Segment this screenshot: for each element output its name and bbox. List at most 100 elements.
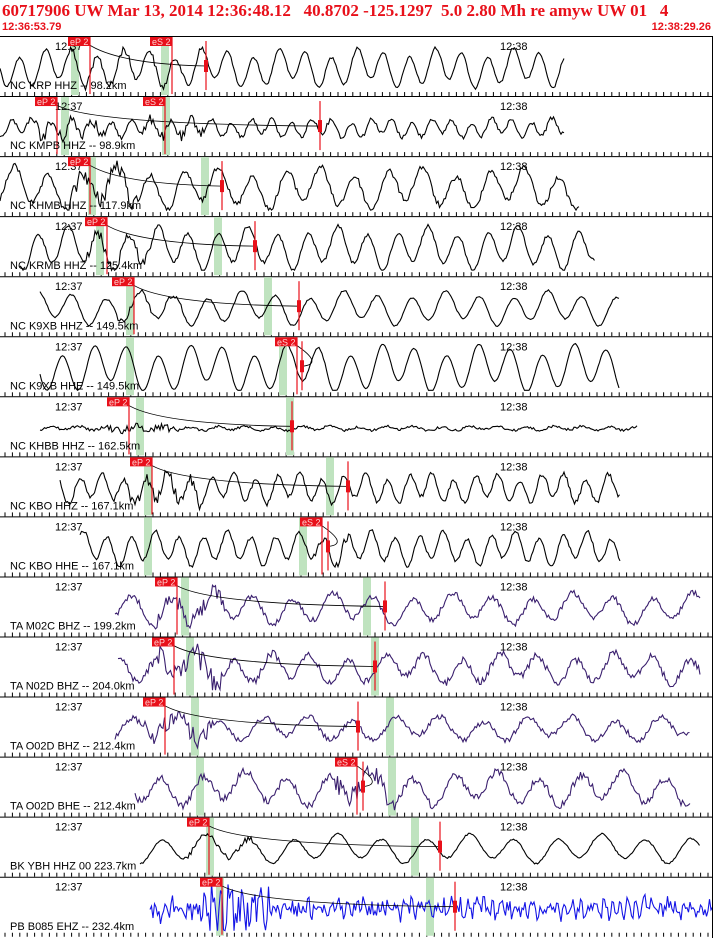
pick-marker-bar [220,180,224,193]
time-label-1238: 12:38 [500,822,528,834]
p-pick-box [200,877,222,887]
p-pick-box [143,697,165,707]
pick-window [388,757,396,816]
p-pick-box [155,577,177,587]
pick-marker-bar [438,840,442,853]
pick-window [214,217,222,276]
waveform [139,832,700,865]
station-label: PB B085 EHZ -- 232.4km [10,921,134,933]
pick-window [161,37,169,96]
s-pick-box [335,757,357,767]
station-label: TA M02C BHZ -- 199.2km [10,621,136,633]
time-label-1238: 12:38 [500,581,528,593]
trace-row: 12:37 12:38 eS 2 TA O02D BHE -- 212.4km [0,756,713,817]
p-pick-box [112,277,134,287]
time-label-1238: 12:38 [500,101,528,113]
pick-marker-bar [253,240,257,253]
s-pick-box [143,97,165,107]
pick-window [196,757,204,816]
arrival-curve [162,704,359,727]
time-label-1238: 12:38 [500,762,528,774]
time-label-1238: 12:38 [500,41,528,53]
waveform [0,45,565,92]
pick-window [126,277,134,336]
seismogram-panel: 12:37 12:38 eP 2 eS 2 NC KRP HHZ -- 98.2km 12… [0,36,713,938]
waveform [0,160,580,212]
station-label: NC KBO HHE -- 167.1km [10,560,134,572]
station-label: NC KHBB HHZ -- 162.5km [10,440,140,452]
station-label: NC KRP HHZ -- 98.2km [10,80,127,92]
station-label: NC K9XB HHZ -- 149.5km [10,320,138,332]
pick-marker-bar [373,660,377,673]
time-label-1237: 12:37 [55,882,83,894]
arrival-curve [54,103,321,127]
pick-window [206,817,214,876]
pick-window [299,517,307,576]
pick-marker-bar [204,60,208,72]
pick-marker-bar [383,600,387,613]
time-label-1238: 12:38 [500,642,528,654]
pick-window [181,577,189,636]
trace-row: 12:37 12:38 eP 2 NC KBO HHZ -- 167.1km [0,456,713,517]
time-label-1237: 12:37 [55,822,83,834]
pick-window [216,877,224,936]
pick-window [264,277,272,336]
p-pick-label: eP 2 [87,217,105,227]
arrival-curve [219,884,456,908]
p-pick-box [68,157,90,167]
p-pick-box [68,37,90,46]
arrival-curve [171,644,376,667]
station-label: NC KBO HHZ -- 167.1km [10,500,133,512]
waveform [39,288,620,327]
waveform [39,342,620,392]
pick-window [191,697,199,756]
pick-window [61,97,69,156]
station-label: NC KMPB HHZ -- 98.9km [10,140,135,152]
trace-row: 12:37 12:38 eP 2 BK YBH HHZ 00 223.7km [0,816,713,877]
pick-window [88,157,96,216]
pick-window [144,457,152,516]
start-time: 12:36:53.79 [2,21,62,33]
p-pick-label: eP 2 [114,277,132,287]
s-pick-box [275,337,297,347]
trace-row: 12:37 12:38 eP 2 TA M02C BHZ -- 199.2km [0,576,713,637]
p-pick-label: eP 2 [37,97,55,107]
arrival-curve [126,403,293,427]
pick-marker-bar [361,780,365,793]
p-pick-box [187,817,209,827]
waveform [79,529,621,569]
waveform [39,421,638,435]
waveform [0,114,565,144]
p-pick-label: eP 2 [154,638,172,648]
s-pick-box [300,517,322,527]
arrival-curve [319,524,338,547]
time-label-1237: 12:37 [55,101,83,113]
time-label-1238: 12:38 [500,281,528,293]
arrival-curve [354,764,373,787]
s-pick-label: eS 2 [337,758,356,768]
pick-window [186,637,194,696]
event-title: 60717906 UW Mar 13, 2014 12:36:48.12 40.… [2,1,669,20]
time-label-1237: 12:37 [55,521,83,533]
time-label-1237: 12:37 [55,642,83,654]
s-pick-label: eS 2 [145,97,164,107]
trace-row: 12:37 12:38 eS 2 NC K9XB HHE -- 149.5km [0,336,713,397]
waveform [114,583,701,630]
waveform [117,643,701,692]
s-pick-label: eS 2 [277,337,296,347]
time-label-1238: 12:38 [500,461,528,473]
waveform [19,223,595,272]
station-label: TA N02D BHZ -- 204.0km [10,681,135,693]
pick-window [126,337,134,396]
time-label-1237: 12:37 [55,762,83,774]
waveform [149,882,713,932]
event-header: 60717906 UW Mar 13, 2014 12:36:48.12 40.… [0,0,713,36]
trace-row: 12:37 12:38 eP 2 NC K9XB HHZ -- 149.5km [0,276,713,337]
end-time: 12:38:29.26 [651,21,711,33]
p-pick-box [85,217,107,227]
p-pick-box [35,97,57,107]
station-label: TA O02D BHE -- 212.4km [10,801,136,813]
trace-row: 12:37 12:38 eP 2 TA O02D BHZ -- 212.4km [0,696,713,757]
